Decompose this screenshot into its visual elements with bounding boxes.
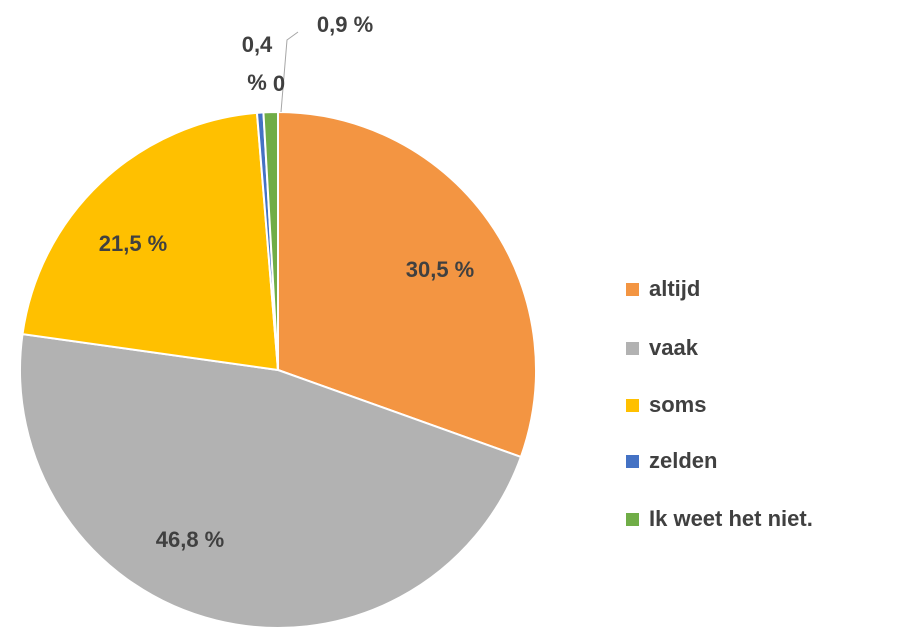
data-label: 0,9 % [316,12,374,37]
legend-label: Ik weet het niet. [649,506,813,531]
pie-slice [19,332,523,628]
legend-label: zelden [649,448,718,473]
legend-swatch [626,282,639,296]
data-label: 46,8 % [155,527,225,552]
legend-label: vaak [649,335,698,360]
legend-swatch [626,341,639,355]
pie-slice [21,111,280,372]
legend-item: soms [626,392,706,418]
data-label: 0,4 % [241,32,273,95]
legend-item: vaak [626,335,698,361]
legend-item: altijd [626,276,700,302]
data-label: 30,5 % [405,257,475,282]
legend-swatch [626,512,639,526]
pie-slice [262,110,279,371]
pie-slice [277,110,537,459]
legend-item: zelden [626,448,717,474]
legend-item: Ik weet het niet. [626,506,813,532]
legend-swatch [626,454,639,468]
legend-swatch [626,398,639,412]
leader-line [280,31,299,113]
data-label: 21,5 % [98,231,168,256]
legend-label: altijd [649,276,701,301]
legend-label: soms [649,392,707,417]
annotation: 0 [272,71,286,96]
